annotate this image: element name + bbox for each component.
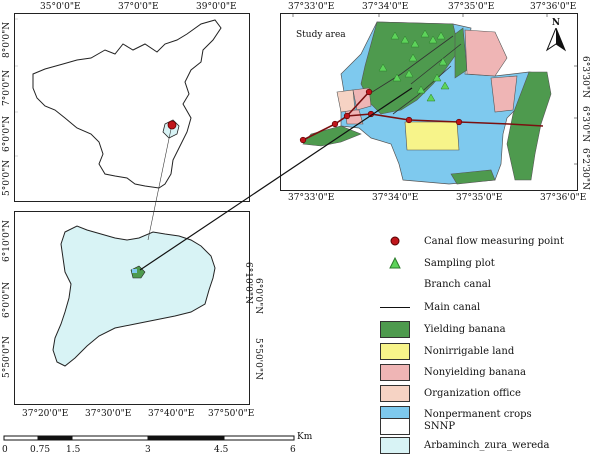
legend-label: Yielding banana	[424, 323, 506, 335]
legend-label: SNNP	[424, 420, 456, 432]
sampling-plots	[378, 29, 450, 102]
north-arrow-icon	[545, 26, 567, 52]
legend-label: Main canal	[424, 301, 481, 313]
legend-item: Branch canal	[380, 275, 491, 293]
canal-point-icon	[380, 232, 410, 250]
main-canal-line-icon	[380, 298, 410, 316]
scale-label: 0.75	[30, 445, 51, 455]
wereda-map-svg	[52, 225, 216, 367]
legend-label: Canal flow measuring point	[424, 235, 564, 247]
yielding-swatch	[380, 320, 410, 338]
x-tick: 37°36'0"E	[540, 193, 587, 203]
study-area-svg	[292, 14, 577, 185]
scale-label: 3	[145, 445, 151, 455]
x-tick: 35°0'0"E	[40, 2, 81, 12]
legend-item: Arbaminch_zura_wereda	[380, 436, 550, 454]
legend-label: Organization office	[424, 387, 521, 399]
legend-label: Sampling plot	[424, 257, 495, 269]
study-area-title: Study area	[296, 30, 346, 40]
legend-item: Organization office	[380, 384, 521, 402]
x-tick: 37°35'0"E	[448, 2, 495, 12]
legend-label: Branch canal	[424, 278, 491, 290]
office-swatch	[380, 384, 410, 402]
triangle-icon	[380, 254, 410, 272]
study-location-marker	[167, 120, 177, 130]
north-arrow: N	[545, 18, 567, 58]
x-tick: 39°0'0"E	[196, 2, 237, 12]
y-tick: 8°0'0"N	[2, 21, 12, 58]
y-tick: 6°3'0"N	[580, 106, 590, 143]
legend-label: Arbaminch_zura_wereda	[424, 439, 550, 451]
snnp-map-svg	[15, 18, 222, 189]
legend-item: Yielding banana	[380, 320, 506, 338]
scale-unit: Km	[297, 432, 313, 442]
scale-label: 4.5	[214, 445, 229, 455]
y-tick-right: 6°10'0"N	[243, 262, 253, 304]
wereda-boundary	[52, 225, 216, 367]
legend-label: Nonpermanent crops	[424, 408, 532, 420]
x-tick: 37°35'0"E	[456, 193, 503, 203]
legend-item: SNNP	[380, 417, 455, 435]
nonirrigable-swatch	[380, 342, 410, 360]
x-tick: 37°40'0"E	[148, 409, 195, 419]
snnp-map-frame	[14, 13, 250, 202]
scale-bar-graphic	[3, 435, 295, 441]
y-tick: 6°3'30"N	[580, 56, 590, 98]
legend-item: Canal flow measuring point	[380, 232, 564, 250]
x-tick: 37°0'0"E	[118, 2, 159, 12]
scale-label: 0	[2, 445, 8, 455]
yielding-banana-area	[450, 169, 496, 185]
scale-label: 1.5	[66, 445, 81, 455]
wereda-swatch	[380, 436, 410, 454]
nonyielding-banana-area	[490, 75, 518, 113]
x-tick: 37°30'0"E	[85, 409, 132, 419]
scale-label: 6	[290, 445, 296, 455]
branch-line-icon	[380, 275, 410, 293]
legend-item: Nonyielding banana	[380, 363, 526, 381]
y-tick: 6°10'0"N	[2, 220, 12, 262]
wereda-map-frame	[14, 211, 250, 405]
y-tick: 6°0'0"N	[2, 281, 12, 318]
snnp-boundary	[32, 19, 222, 189]
x-tick: 37°34'0"E	[372, 193, 419, 203]
legend-item: Nonirrigable land	[380, 342, 514, 360]
yielding-banana-area	[506, 71, 552, 181]
y-tick-right: 5°50'0"N	[253, 338, 263, 380]
x-tick: 37°33'0"E	[288, 193, 335, 203]
y-tick: 6°2'30"N	[580, 148, 590, 190]
y-tick: 7°0'0"N	[2, 69, 12, 106]
nonyielding-banana-area	[464, 29, 508, 77]
x-tick: 37°33'0"E	[288, 2, 335, 12]
north-label: N	[551, 18, 561, 28]
organization-office-area	[336, 89, 356, 113]
y-tick-right: 6°0'0"N	[253, 278, 263, 315]
nonirrigable-land-area	[404, 121, 460, 151]
nonyielding-swatch	[380, 363, 410, 381]
legend-label: Nonyielding banana	[424, 366, 526, 378]
x-tick: 37°36'0"E	[530, 2, 577, 12]
x-tick: 37°34'0"E	[362, 2, 409, 12]
y-tick: 5°50'0"N	[2, 336, 12, 378]
snnp-swatch	[380, 417, 410, 435]
legend-item: Sampling plot	[380, 254, 495, 272]
legend-item: Main canal	[380, 298, 480, 316]
y-tick: 5°0'0"N	[2, 159, 12, 196]
x-tick: 37°20'0"E	[22, 409, 69, 419]
y-tick: 6°0'0"N	[2, 115, 12, 152]
x-tick: 37°50'0"E	[208, 409, 255, 419]
legend-label: Nonirrigable land	[424, 345, 515, 357]
